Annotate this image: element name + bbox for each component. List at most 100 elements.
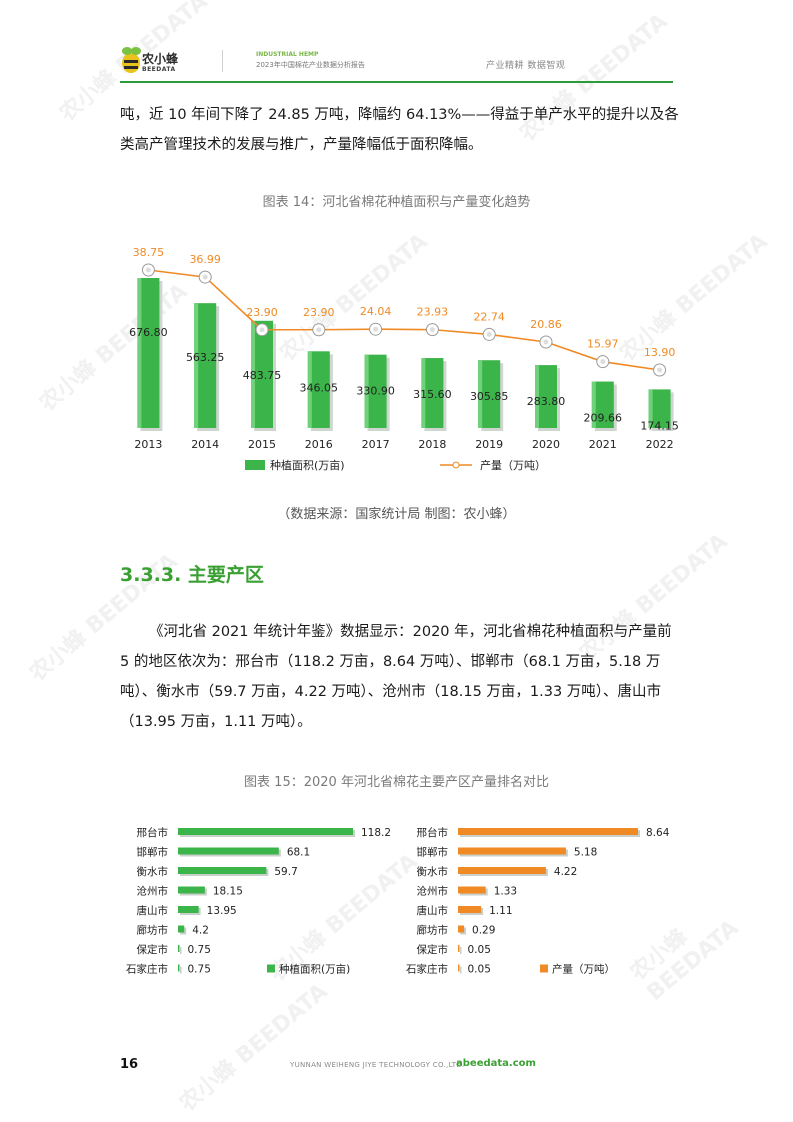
- legend-swatch-area: [245, 460, 265, 470]
- area-bar: [421, 358, 444, 428]
- area-production-trend-chart: 676.80 2013 563.25 2014 483.75 2015 346.05 2016…: [129, 246, 679, 472]
- ranking-bar: [178, 964, 180, 972]
- bar-highlight: [535, 365, 539, 428]
- category-label: 邯郸市: [417, 846, 449, 859]
- ranking-bar: [178, 906, 199, 913]
- bar-highlight: [478, 360, 483, 428]
- legend-swatch: [267, 964, 275, 973]
- watermark-text: 农小蜂 BEEDATA: [175, 979, 333, 1117]
- x-tick-label: 2013: [134, 438, 162, 451]
- bar-value-label: 305.85: [470, 390, 509, 403]
- x-tick-label: 2015: [248, 438, 276, 451]
- bar-value-label: 676.80: [129, 326, 168, 339]
- category-label: 邢台市: [137, 826, 169, 839]
- bar-value-label: 346.05: [300, 381, 339, 394]
- category-label: 保定市: [137, 943, 169, 956]
- bar-shadow: [460, 947, 462, 954]
- cotton-marker-core: [202, 274, 208, 280]
- area-ranking-chart: 邢台市 118.2 邯郸市 68.1 衡水市 59.7 沧州市 18.15 唐山市 13.95 廊坊…: [126, 826, 391, 976]
- bar-value-label: 315.60: [413, 388, 452, 401]
- figure-title: 图表 14：河北省棉花种植面积与产量变化趋势: [262, 195, 531, 210]
- category-label: 廊坊市: [137, 924, 169, 937]
- line-value-label: 23.90: [303, 306, 335, 319]
- bar-value-label: 330.90: [356, 385, 395, 398]
- bar-highlight: [364, 354, 369, 428]
- bar-highlight: [307, 351, 312, 428]
- line-value-label: 13.90: [644, 346, 676, 359]
- area-bar: [251, 320, 273, 428]
- footer-url[interactable]: abeedata.com: [456, 1058, 536, 1069]
- line-value-label: 38.75: [133, 246, 165, 259]
- bar-value-label: 13.95: [207, 905, 237, 917]
- line-value-label: 23.93: [417, 306, 449, 319]
- bar-value-label: 4.2: [192, 925, 209, 937]
- bar-highlight: [194, 303, 199, 428]
- line-value-label: 23.90: [246, 306, 278, 319]
- category-label: 石家庄市: [406, 963, 448, 976]
- bar-value-label: 18.15: [213, 886, 243, 898]
- cotton-marker-core: [657, 367, 663, 373]
- bar-value-label: 483.75: [243, 369, 282, 382]
- area-bar: [648, 389, 671, 428]
- ranking-bar: [458, 847, 566, 855]
- bar-value-label: 174.15: [640, 419, 679, 432]
- ranking-bar: [178, 847, 279, 855]
- bar-value-label: 4.22: [554, 866, 577, 878]
- bar-highlight: [137, 278, 142, 428]
- bee-logo-icon: [122, 47, 141, 73]
- bar-highlight: [251, 320, 255, 428]
- bar-highlight: [591, 381, 596, 428]
- area-bar: [137, 278, 160, 428]
- x-tick-label: 2018: [418, 438, 446, 451]
- ranking-bar: [178, 828, 353, 835]
- area-bar: [535, 365, 557, 428]
- ranking-bar: [178, 886, 205, 894]
- line-value-label: 20.86: [530, 318, 562, 331]
- area-bar: [364, 354, 387, 428]
- bar-highlight: [421, 358, 426, 428]
- figure-title: 图表 15：2020 年河北省棉花主要产区产量排名对比: [244, 775, 549, 790]
- page-number: 16: [120, 1057, 139, 1072]
- cotton-marker-core: [600, 359, 606, 365]
- legend-label: 种植面积(万亩): [279, 963, 350, 976]
- cotton-marker-core: [373, 326, 379, 332]
- cotton-marker-core: [145, 267, 151, 273]
- bar-value-label: 118.2: [361, 827, 391, 839]
- ranking-bar: [458, 964, 460, 972]
- legend-swatch: [540, 964, 548, 973]
- cotton-marker-core: [543, 339, 549, 345]
- line-value-label: 24.04: [360, 305, 392, 318]
- header-slogan: 产业精耕 数据智观: [486, 61, 566, 71]
- x-tick-label: 2022: [646, 438, 674, 451]
- bar-value-label: 0.05: [468, 964, 491, 976]
- header-rule: [120, 81, 673, 83]
- report-en-title: INDUSTRIAL HEMP: [256, 51, 319, 58]
- category-label: 唐山市: [417, 904, 449, 917]
- legend-marker: [452, 461, 460, 469]
- area-bar: [591, 381, 614, 428]
- ranking-bar: [458, 945, 460, 952]
- figure-source: （数据来源：国家统计局 制图：农小蜂）: [277, 507, 516, 522]
- ranking-bar: [458, 906, 482, 913]
- line-value-label: 15.97: [587, 338, 619, 351]
- x-tick-label: 2017: [362, 438, 390, 451]
- category-label: 石家庄市: [126, 963, 168, 976]
- bar-value-label: 5.18: [574, 847, 597, 859]
- body-paragraph: 《河北省 2021 年统计年鉴》数据显示：2020 年，河北省棉花种植面积与产量…: [120, 624, 672, 730]
- cotton-marker-core: [259, 327, 265, 333]
- bar-value-label: 68.1: [287, 847, 310, 859]
- body-paragraph: 吨，近 10 年间下降了 24.85 万吨，降幅约 64.13%——得益于单产水…: [120, 107, 679, 153]
- ranking-bar: [458, 886, 486, 894]
- bar-value-label: 1.33: [494, 886, 517, 898]
- line-value-label: 36.99: [189, 253, 221, 266]
- bar-highlight: [648, 389, 653, 428]
- bar-value-label: 283.80: [527, 395, 566, 408]
- bar-value-label: 8.64: [646, 827, 670, 839]
- x-tick-label: 2014: [191, 438, 219, 451]
- bar-shadow: [460, 966, 462, 974]
- logo-name: 农小蜂: [142, 52, 179, 66]
- footer-company: YUNNAN WEIHENG JIYE TECHNOLOGY CO.,LTD.: [290, 1061, 465, 1069]
- category-label: 沧州市: [417, 885, 449, 898]
- bar-value-label: 59.7: [274, 866, 297, 878]
- cotton-marker-core: [429, 327, 435, 333]
